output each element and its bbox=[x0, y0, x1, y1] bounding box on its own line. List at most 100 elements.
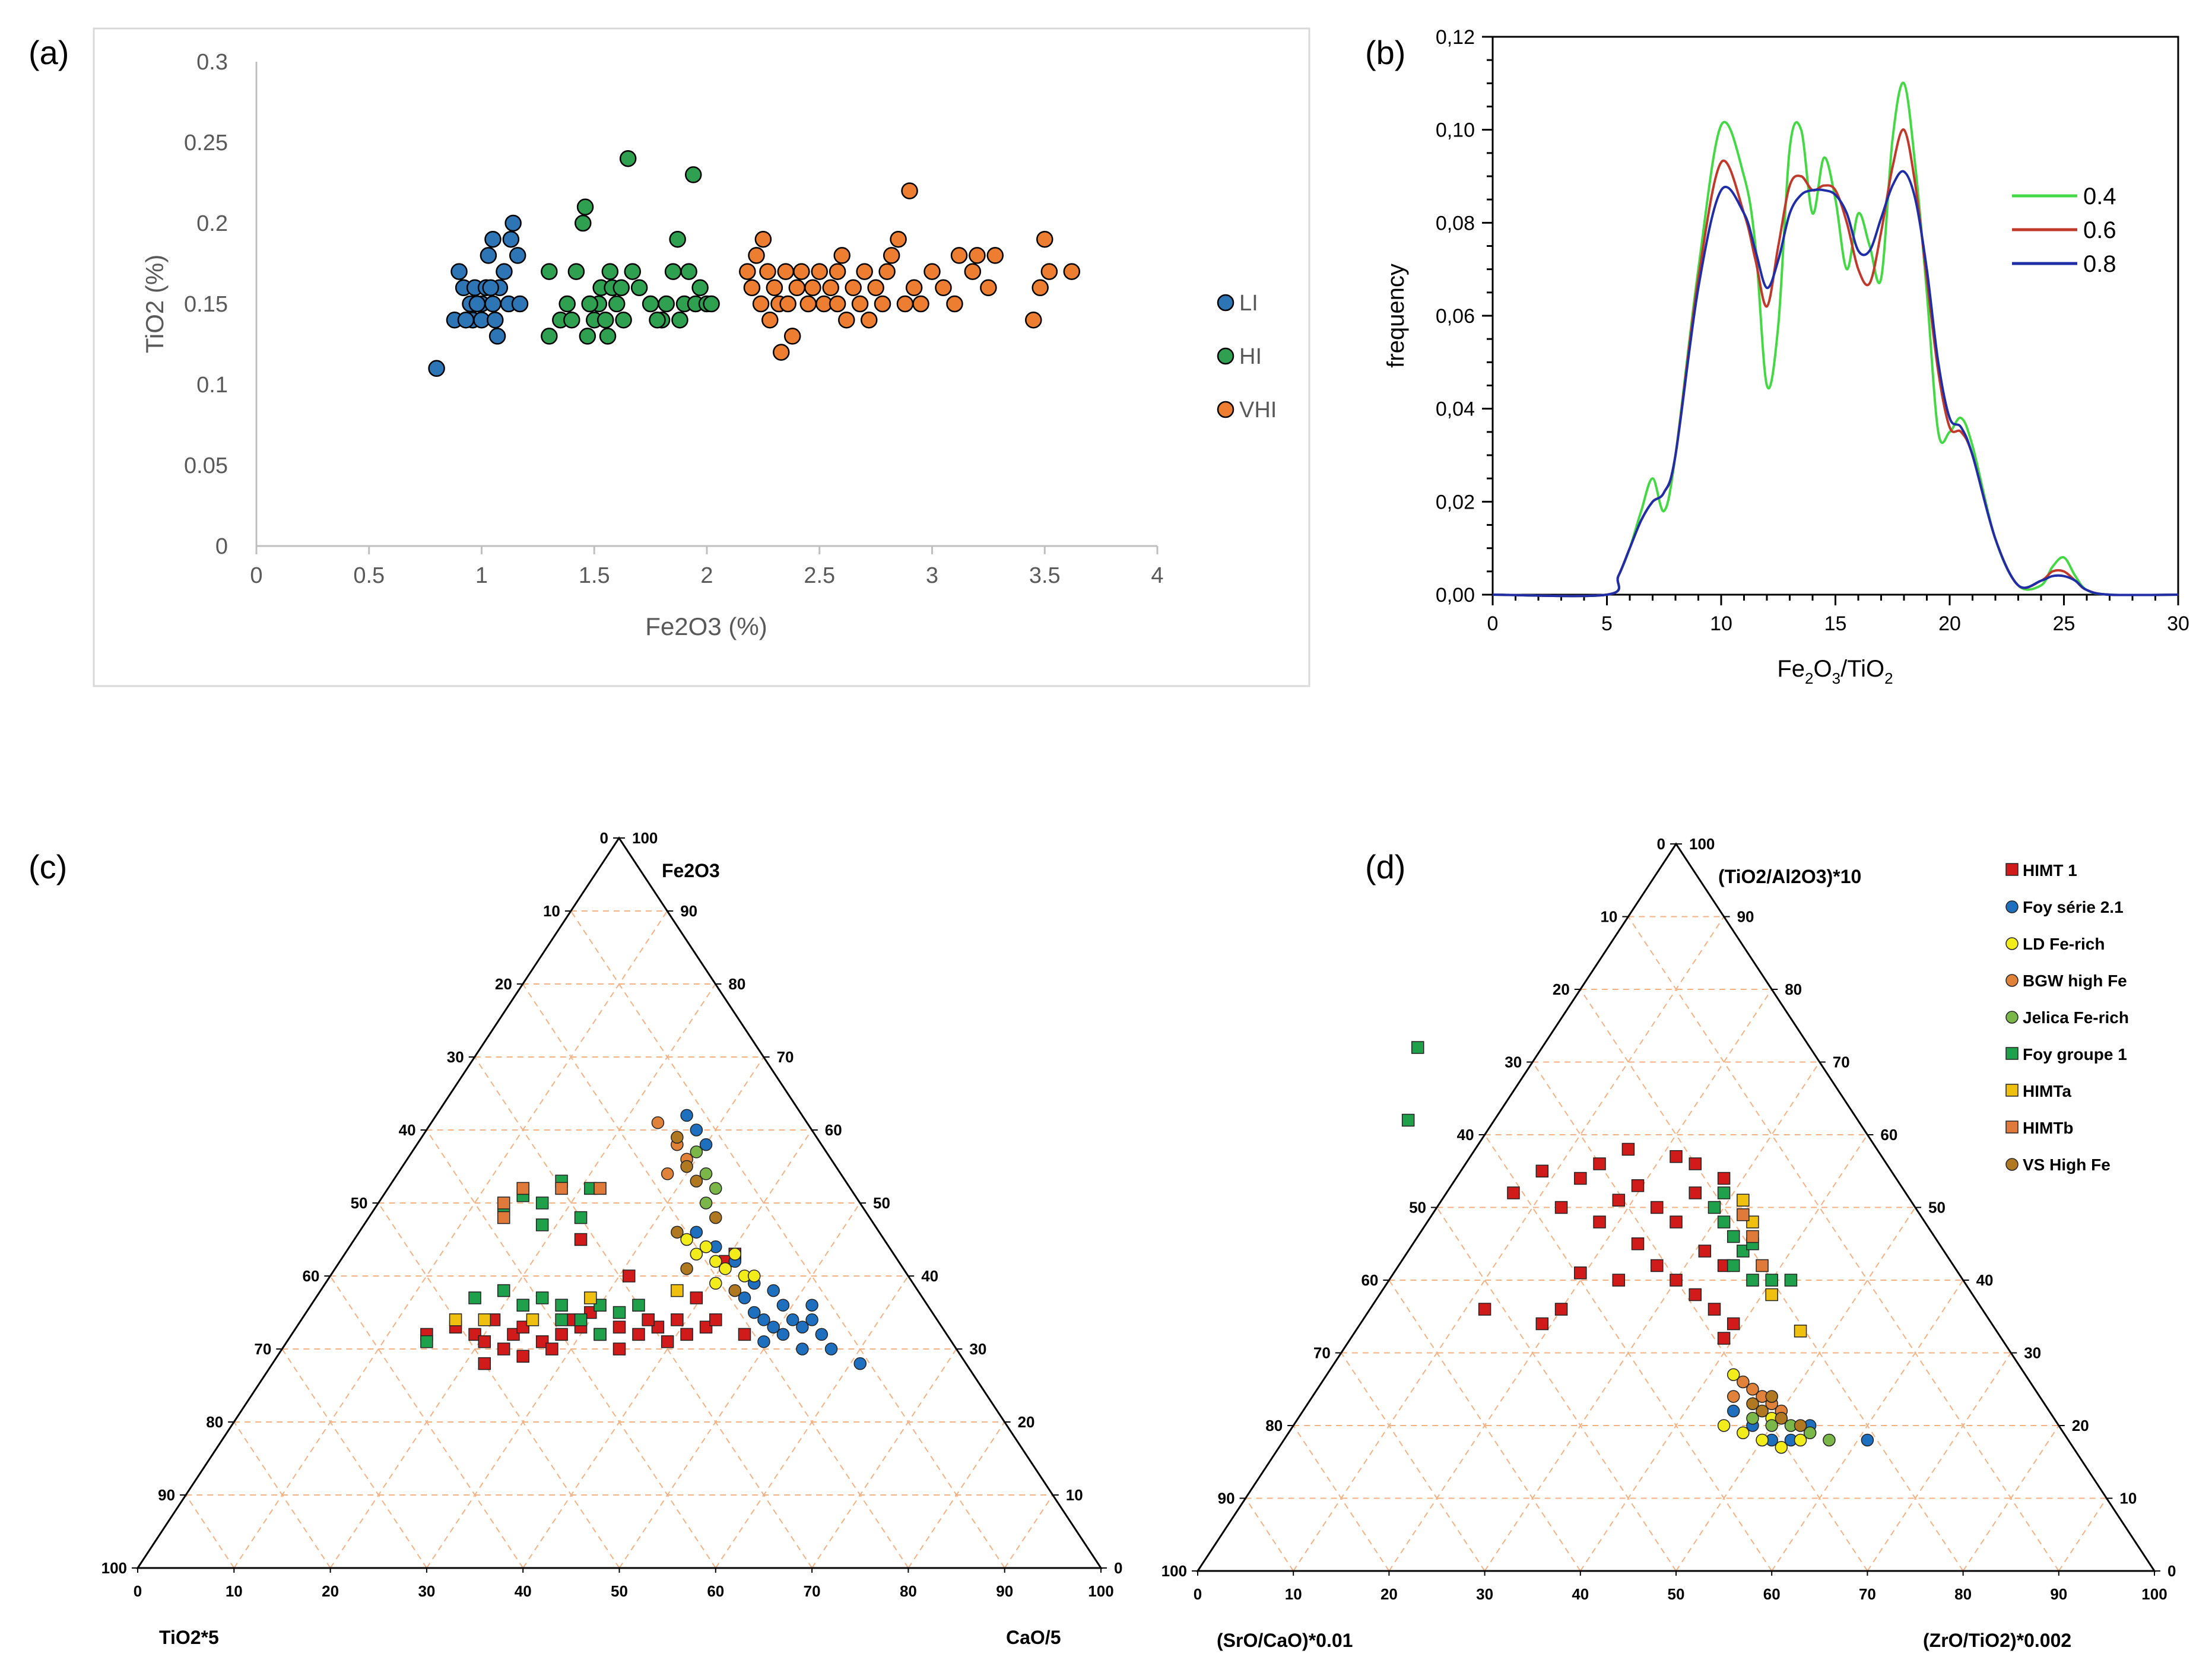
c-left-tick-label: 20 bbox=[495, 975, 512, 993]
d-grid-line bbox=[1388, 1280, 1581, 1572]
chart-d-legend-label-foy-s-rie-2-1: Foy série 2.1 bbox=[2023, 898, 2124, 916]
chart-a-point-hi bbox=[671, 311, 688, 329]
chart-a-point-vhi bbox=[748, 247, 765, 264]
d-right-tick-label: 90 bbox=[1737, 908, 1754, 926]
chart-d-legend-marker-ld-fe-rich bbox=[2005, 937, 2019, 950]
chart-a-legend-marker-hi bbox=[1217, 347, 1234, 365]
chart-a-point-hi bbox=[567, 263, 585, 280]
chart-b-legend-label-0.6: 0.6 bbox=[2083, 217, 2116, 243]
c-grid-line bbox=[185, 1494, 235, 1569]
d-grid-line bbox=[1579, 989, 1964, 1572]
chart-d-legend-marker-himt-1 bbox=[2005, 863, 2019, 876]
c-bottom-tick-label: 80 bbox=[900, 1582, 917, 1600]
c-point-himt-1 bbox=[584, 1306, 597, 1319]
chart-a-point-vhi bbox=[759, 263, 776, 280]
chart-b-x-tick-label: 20 bbox=[1938, 612, 1961, 635]
chart-d-legend-label-bgw-high-fe: BGW high Fe bbox=[2023, 972, 2127, 990]
chart-a-point-vhi bbox=[1025, 311, 1042, 329]
chart-d-legend-marker-bgw-high-fe bbox=[2005, 974, 2019, 987]
c-point-foy-s-rie-2-1 bbox=[767, 1284, 780, 1297]
c-point-himtb bbox=[594, 1182, 607, 1195]
chart-a-x-tick-label: 3 bbox=[926, 563, 938, 588]
chart-a-point-vhi bbox=[829, 263, 846, 280]
d-point-himt-1 bbox=[1631, 1237, 1645, 1250]
c-point-himt-1 bbox=[671, 1313, 684, 1326]
chart-a-point-vhi bbox=[946, 295, 963, 313]
chart-d-apex-right-title: (ZrO/TiO2)*0.002 bbox=[1923, 1630, 2071, 1651]
d-bottom-tick-label: 80 bbox=[1954, 1585, 1972, 1603]
chart-a-point-vhi bbox=[845, 279, 862, 297]
chart-a-point-vhi bbox=[986, 247, 1004, 264]
chart-a-point-hi bbox=[576, 198, 594, 216]
c-point-himta bbox=[449, 1313, 462, 1326]
d-point-himt-1 bbox=[1535, 1317, 1549, 1331]
c-bottom-tick-label: 0 bbox=[134, 1582, 142, 1600]
chart-b-y-tick-label: 0,02 bbox=[1436, 491, 1475, 513]
c-point-foy-groupe-1 bbox=[555, 1299, 568, 1312]
c-point-foy-groupe-1 bbox=[516, 1299, 529, 1312]
chart-a-point-vhi bbox=[777, 263, 795, 280]
chart-d-legend-marker-himta bbox=[2005, 1084, 2019, 1097]
d-bottom-tick-label: 90 bbox=[2050, 1585, 2067, 1603]
c-point-himt-1 bbox=[516, 1350, 529, 1363]
d-point-foy-groupe-1 bbox=[1765, 1274, 1778, 1287]
c-point-foy-s-rie-2-1 bbox=[786, 1313, 799, 1326]
c-grid-line bbox=[811, 1348, 957, 1569]
d-point-foy-groupe-1 bbox=[1737, 1245, 1750, 1258]
chart-b-y-tick-label: 0,12 bbox=[1436, 26, 1475, 49]
d-point-vs-high-fe bbox=[1794, 1419, 1807, 1432]
d-left-tick-label: 80 bbox=[1265, 1417, 1283, 1434]
chart-d-legend-marker-jelica-fe-rich bbox=[2005, 1011, 2019, 1024]
d-right-tick-label: 30 bbox=[2024, 1344, 2041, 1362]
c-point-himt-1 bbox=[468, 1328, 481, 1341]
chart-a-point-li bbox=[468, 295, 486, 313]
c-point-jelica-fe-rich bbox=[709, 1182, 722, 1195]
chart-a-point-li bbox=[484, 295, 502, 313]
d-right-tick-label: 80 bbox=[1785, 980, 1802, 998]
d-right-tick-label: 40 bbox=[1976, 1271, 1994, 1289]
c-point-foy-groupe-1 bbox=[574, 1313, 588, 1326]
chart-a-x-tick-label: 2 bbox=[700, 563, 713, 588]
chart-a-point-vhi bbox=[766, 279, 783, 297]
c-grid-line bbox=[281, 1348, 427, 1569]
d-bottom-tick-label: 30 bbox=[1476, 1585, 1493, 1603]
c-point-himt-1 bbox=[497, 1342, 510, 1356]
chart-a-point-vhi bbox=[838, 311, 855, 329]
d-bottom-tick-label: 70 bbox=[1859, 1585, 1876, 1603]
chart-d-legend-label-foy-groupe-1: Foy groupe 1 bbox=[2023, 1045, 2127, 1064]
c-point-himt-1 bbox=[612, 1321, 626, 1334]
chart-a-point-hi bbox=[575, 214, 592, 232]
d-bottom-tick-label: 20 bbox=[1380, 1585, 1398, 1603]
chart-a-point-vhi bbox=[822, 279, 839, 297]
c-point-himt-1 bbox=[622, 1269, 636, 1283]
chart-a-point-vhi bbox=[883, 247, 900, 264]
chart-a-point-hi bbox=[615, 311, 632, 329]
d-point-himt-1 bbox=[1651, 1201, 1664, 1214]
c-grid-line bbox=[1004, 1494, 1053, 1569]
chart-b-y-tick-label: 0,10 bbox=[1436, 119, 1475, 142]
chart-a-point-li bbox=[482, 279, 499, 297]
chart-d-legend-label-himtb: HIMTb bbox=[2023, 1119, 2074, 1137]
chart-a-point-hi bbox=[608, 295, 626, 313]
chart-a-x-title: Fe2O3 (%) bbox=[645, 612, 767, 640]
d-point-jelica-fe-rich bbox=[1765, 1419, 1778, 1432]
d-bottom-tick-label: 40 bbox=[1572, 1585, 1589, 1603]
chart-a-point-hi bbox=[684, 166, 702, 183]
chart-a-y-tick-label: 0.15 bbox=[184, 292, 228, 317]
d-right-tick-label: 0 bbox=[2167, 1562, 2176, 1580]
c-point-foy-groupe-1 bbox=[535, 1196, 549, 1210]
chart-a-y-title: TiO2 (%) bbox=[141, 255, 169, 353]
c-point-ld-fe-rich bbox=[728, 1248, 742, 1261]
d-right-tick-label: 60 bbox=[1880, 1126, 1897, 1144]
c-left-tick-label: 60 bbox=[302, 1267, 319, 1285]
chart-a-point-hi bbox=[624, 263, 642, 280]
c-grid-line bbox=[426, 1056, 764, 1569]
chart-a-point-li bbox=[488, 328, 506, 345]
chart-b-legend-label-0.4: 0.4 bbox=[2083, 183, 2116, 210]
d-point-foy-groupe-1 bbox=[1717, 1186, 1731, 1199]
d-point-ld-fe-rich bbox=[1737, 1426, 1750, 1439]
c-point-bgw-high-fe bbox=[651, 1116, 665, 1129]
d-point-himt-1 bbox=[1708, 1303, 1721, 1316]
c-point-vs-high-fe bbox=[671, 1131, 684, 1144]
c-point-foy-s-rie-2-1 bbox=[824, 1342, 838, 1356]
